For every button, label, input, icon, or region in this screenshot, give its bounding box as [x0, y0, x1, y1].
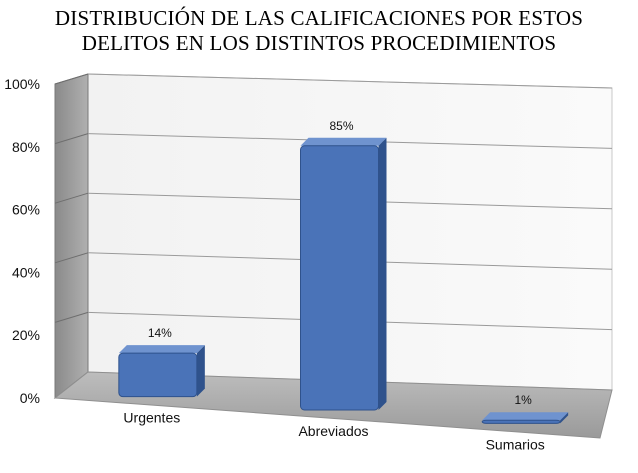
- y-tick-label: 20%: [12, 327, 40, 343]
- bar-front: [300, 145, 379, 411]
- bar-front: [118, 352, 198, 398]
- bar-top: [482, 412, 569, 421]
- gridline-side: [54, 73, 89, 85]
- chart-title: DISTRIBUCIÓN DE LAS CALIFICACIONES POR E…: [0, 6, 638, 56]
- side-wall: [54, 73, 89, 400]
- y-tick-label: 0%: [20, 390, 40, 406]
- bar-side: [560, 412, 569, 424]
- gridline-side: [54, 192, 89, 204]
- y-tick-label: 80%: [12, 139, 40, 155]
- gridline-side: [54, 311, 89, 323]
- y-tick-label: 40%: [12, 264, 40, 280]
- gridline: [87, 73, 613, 89]
- category-label: Sumarios: [486, 436, 545, 452]
- y-axis-ticks: 0% 20% 40% 60% 80% 100%: [4, 76, 40, 406]
- data-label: 85%: [329, 119, 353, 133]
- bar: [300, 137, 387, 411]
- data-labels: 14% 85% 1%: [148, 119, 532, 407]
- bar-top: [118, 345, 205, 354]
- x-axis-categories: Urgentes Abreviados Sumarios: [123, 410, 544, 453]
- category-label: Abreviados: [298, 423, 368, 439]
- bar-side: [378, 137, 387, 411]
- bar-side: [196, 345, 205, 397]
- bar-top: [300, 137, 387, 146]
- gridline-side: [54, 252, 89, 264]
- gridline-side: [54, 133, 89, 145]
- bar: [481, 412, 569, 424]
- chart-title-line-2: DELITOS EN LOS DISTINTOS PROCEDIMIENTOS: [81, 31, 557, 55]
- data-label: 14%: [148, 326, 172, 340]
- y-tick-label: 100%: [4, 76, 40, 92]
- bar-front: [481, 419, 561, 424]
- data-label: 1%: [514, 393, 532, 407]
- category-label: Urgentes: [123, 410, 180, 426]
- bar: [118, 345, 205, 398]
- y-tick-label: 60%: [12, 202, 40, 218]
- bars: [118, 137, 569, 424]
- chart-title-line-1: DISTRIBUCIÓN DE LAS CALIFICACIONES POR E…: [54, 6, 584, 30]
